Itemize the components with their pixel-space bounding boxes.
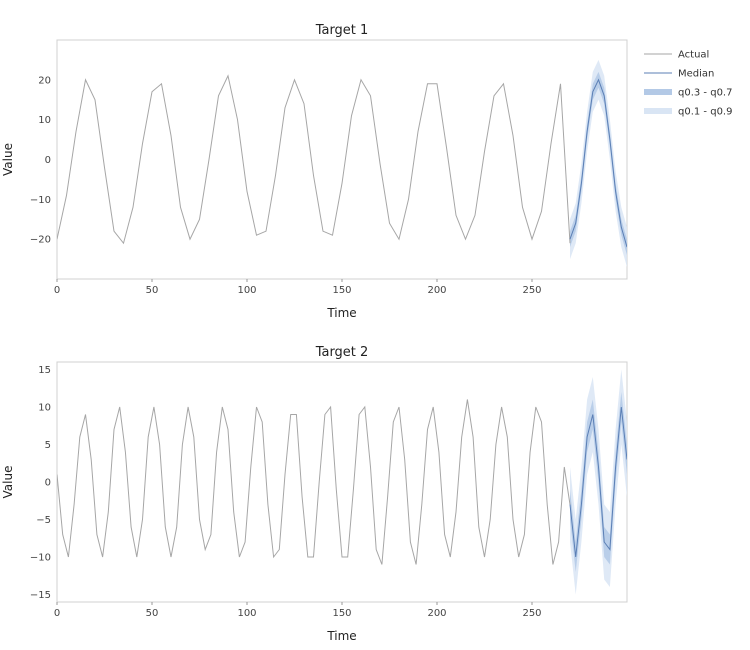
legend-swatch-band [644, 108, 672, 114]
y-tick-label: −10 [30, 553, 51, 564]
chart-panel-2: 0 50 100 150 200 250 −15 −10 −5 0 5 10 15 Target 2 Tim… [1, 345, 628, 643]
chart-title: Target 1 [315, 23, 369, 38]
y-tick-label: 10 [38, 403, 51, 414]
legend-label: q0.3 - q0.7 [678, 88, 732, 99]
y-tick-label: 5 [45, 440, 51, 451]
y-tick-label: 20 [38, 75, 51, 86]
x-tick-label: 250 [522, 608, 541, 619]
plot-marks [57, 369, 627, 595]
chart-panel-1: 0 50 100 150 200 250 −20 −10 0 10 20 Target 1 Time Va… [1, 23, 628, 320]
plot-area [56, 39, 628, 280]
series-line-median [569, 78, 627, 248]
x-tick-label: 100 [237, 285, 256, 296]
x-tick-label: 200 [427, 285, 446, 296]
x-tick-label: 100 [237, 608, 256, 619]
x-tick-label: 150 [332, 285, 351, 296]
x-tick-label: 150 [332, 608, 351, 619]
legend-label: Median [678, 69, 714, 80]
y-tick-label: −15 [30, 590, 51, 601]
x-tick-label: 250 [522, 285, 541, 296]
y-tick-label: −10 [30, 195, 51, 206]
legend: Actual Median q0.3 - q0.7 q0.1 - q0.9 [644, 50, 732, 118]
x-tick-label: 0 [54, 285, 60, 296]
plot-area [56, 361, 628, 603]
plot-marks [57, 59, 627, 268]
x-tick-label: 50 [146, 608, 159, 619]
y-axis-label: Value [1, 466, 15, 499]
series-line-actual [57, 74, 571, 245]
y-tick-label: −20 [30, 235, 51, 246]
band-q0-3-q0-7 [570, 392, 627, 572]
legend-swatch-band [644, 89, 672, 95]
y-tick-label: 0 [45, 155, 51, 166]
x-axis-label: Time [326, 306, 356, 320]
x-tick-label: 50 [146, 285, 159, 296]
x-tick-label: 0 [54, 608, 60, 619]
y-tick-label: 0 [45, 478, 51, 489]
band-q0-1-q0-9 [570, 59, 627, 268]
x-tick-label: 200 [427, 608, 446, 619]
y-tick-label: 15 [38, 365, 51, 376]
y-tick-label: −5 [36, 515, 51, 526]
y-axis-label: Value [1, 143, 15, 176]
y-tick-label: 10 [38, 115, 51, 126]
legend-label: q0.1 - q0.9 [678, 107, 732, 118]
series-line-median [569, 406, 627, 558]
legend-label: Actual [678, 50, 709, 61]
chart-title: Target 2 [315, 345, 369, 360]
series-line-actual [57, 399, 571, 565]
x-axis-label: Time [326, 629, 356, 643]
